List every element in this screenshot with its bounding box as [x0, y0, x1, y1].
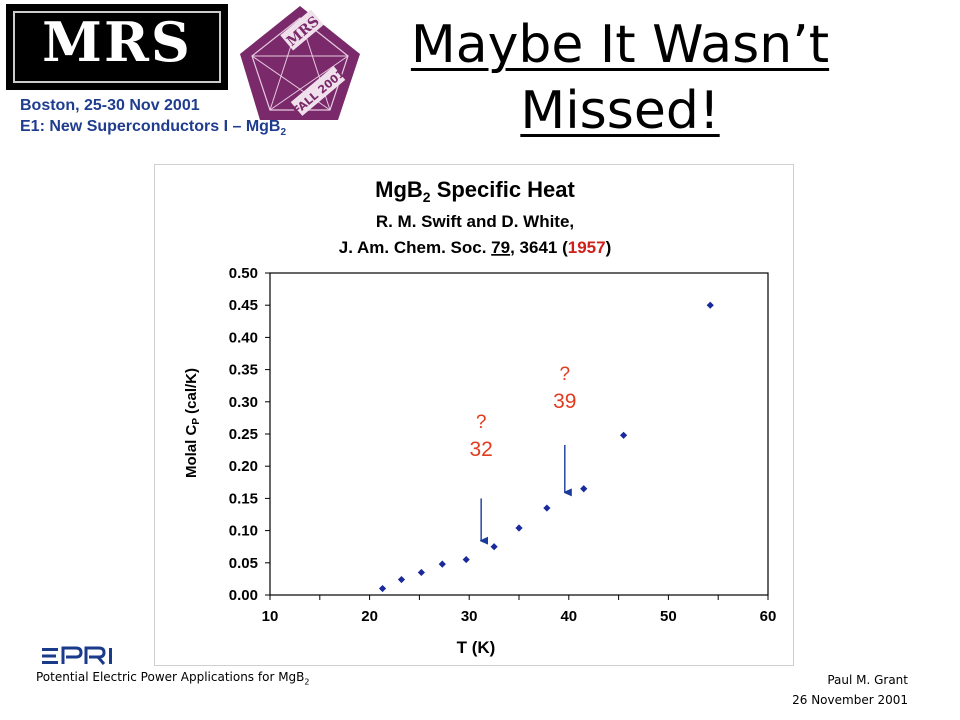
y-tick-label: 0.30 — [229, 394, 258, 411]
annotation-temperature-value: 32 — [469, 438, 492, 461]
chart-citation-line1: R. M. Swift and D. White, — [376, 212, 574, 231]
annotation-question-mark: ? — [476, 412, 487, 433]
y-tick-label: 0.25 — [229, 426, 258, 443]
chart-axes — [269, 272, 769, 596]
data-point — [490, 543, 498, 551]
x-tick-label: 20 — [361, 608, 378, 625]
footer-author: Paul M. Grant 26 November 2001 — [792, 670, 908, 710]
data-point — [397, 575, 406, 584]
y-tick-label: 0.45 — [229, 297, 258, 314]
slide-title-line2: Missed! — [520, 81, 720, 141]
footer-date: 26 November 2001 — [792, 693, 908, 707]
x-tick-label: 60 — [760, 608, 777, 625]
chart-annotations: ? 32? 39 — [469, 364, 576, 541]
x-tick-label: 10 — [262, 608, 279, 625]
x-axis-label: T (K) — [457, 638, 496, 657]
y-tick-label: 0.20 — [229, 458, 258, 475]
y-tick-label: 0.40 — [229, 329, 258, 346]
footer-talk-title: Potential Electric Power Applications fo… — [36, 670, 310, 686]
x-tick-label: 30 — [461, 608, 478, 625]
mrs-logo-border — [13, 11, 221, 83]
footer-author-name: Paul M. Grant — [827, 673, 908, 687]
data-point — [417, 568, 425, 577]
y-tick-label: 0.15 — [229, 490, 258, 507]
annotation-question-mark: ? — [560, 364, 571, 385]
y-tick-label: 0.50 — [229, 265, 258, 282]
conference-session-subscript: 2 — [280, 127, 287, 139]
y-tick-label: 0.05 — [229, 555, 258, 572]
data-point — [619, 431, 628, 439]
conference-session: E1: New Superconductors I – MgB2 — [20, 118, 286, 138]
x-tick-label: 50 — [660, 608, 677, 625]
y-tick-label: 0.00 — [229, 587, 258, 604]
chart-citation-line2: J. Am. Chem. Soc. 79, 3641 (1957) — [339, 238, 612, 257]
data-point — [580, 485, 588, 493]
data-point — [515, 524, 523, 532]
slide-title-line1: Maybe It Wasn’t — [410, 15, 830, 75]
chart-ticks: 0.00 0.05 0.10 0.15 0.20 0.25 0.30 0.35 0.40 0.45… — [229, 265, 777, 625]
y-axis-label: Molal CP (cal/K) — [183, 368, 202, 478]
annotation-temperature-value: 39 — [553, 390, 576, 413]
data-point — [706, 301, 714, 309]
footer-talk-title-subscript: 2 — [304, 677, 310, 687]
data-point — [378, 584, 387, 593]
specific-heat-chart: MgB2 Specific Heat R. M. Swift and D. Wh… — [183, 177, 777, 657]
data-point — [543, 504, 551, 512]
x-tick-label: 40 — [560, 608, 577, 625]
slide-title: Maybe It Wasn’t Missed! — [370, 12, 870, 144]
epri-logo — [42, 646, 112, 665]
chart-frame: MgB2 Specific Heat R. M. Swift and D. Wh… — [154, 164, 794, 666]
y-tick-label: 0.35 — [229, 362, 258, 379]
mrs-logo: MRS — [6, 4, 228, 90]
y-tick-label: 0.10 — [229, 523, 258, 540]
conference-location: Boston, 25-30 Nov 2001 — [20, 97, 200, 114]
plot-area-border — [269, 272, 769, 596]
mrs-fall-2001-logo: MRS FALL 2001 — [240, 6, 360, 120]
data-point — [462, 555, 470, 564]
conference-session-text: E1: New Superconductors I – MgB — [20, 118, 281, 135]
chart-title: MgB2 Specific Heat — [375, 177, 575, 205]
chart-points — [378, 301, 714, 593]
mrs-logo-letters: MRS — [42, 10, 192, 74]
data-point — [438, 560, 446, 568]
footer-talk-title-text: Potential Electric Power Applications fo… — [36, 670, 305, 684]
